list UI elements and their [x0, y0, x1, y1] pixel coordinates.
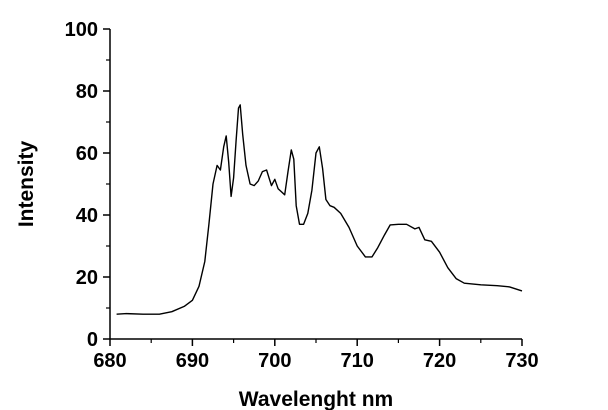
x-tick-label: 730 [505, 350, 538, 372]
y-tick-label: 80 [76, 81, 98, 103]
x-tick-label: 710 [341, 350, 374, 372]
y-tick-label: 40 [76, 205, 98, 227]
x-tick-label: 680 [93, 350, 126, 372]
x-tick-label: 720 [423, 350, 456, 372]
y-axis-title: Intensity [15, 141, 38, 228]
plot-area [116, 104, 523, 315]
y-tick-label: 100 [65, 19, 98, 41]
intensity-series-line [116, 104, 523, 315]
x-tick-label: 700 [258, 350, 291, 372]
x-axis-title: Wavelenght nm [239, 388, 393, 410]
y-tick-label: 20 [76, 267, 98, 289]
y-tick-label: 0 [87, 329, 98, 351]
axes: 680 690 700 710 720 730 0 20 40 60 80 100 [65, 19, 539, 372]
x-tick-label: 690 [176, 350, 209, 372]
y-tick-label: 60 [76, 143, 98, 165]
